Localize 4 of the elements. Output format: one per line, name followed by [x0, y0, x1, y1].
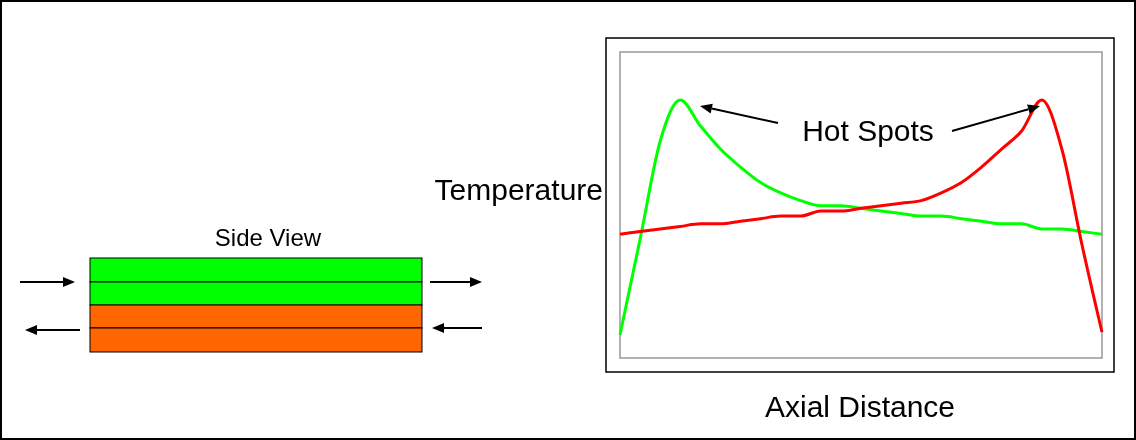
annotation: Hot Spots — [802, 114, 934, 147]
x-axis-title: Axial Distance — [764, 390, 956, 423]
y-axis-title: Temperature — [434, 173, 603, 206]
text: Side View — [214, 224, 322, 251]
